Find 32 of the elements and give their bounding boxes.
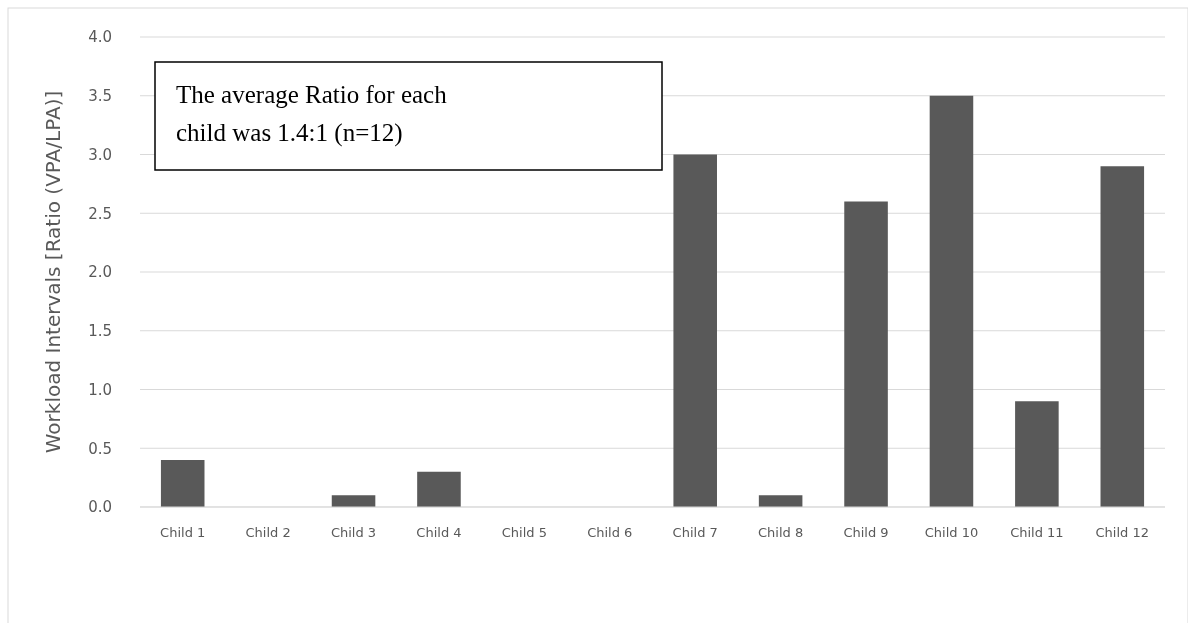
x-tick-label: Child 9	[843, 525, 889, 540]
y-tick-label: 3.5	[88, 87, 112, 105]
bar	[929, 95, 974, 507]
x-tick-label: Child 6	[587, 525, 633, 540]
x-tick-label: Child 11	[1010, 525, 1064, 540]
y-tick-label: 2.5	[88, 204, 112, 223]
bar	[758, 495, 803, 507]
bar	[417, 471, 461, 507]
y-tick-label: 1.0	[88, 380, 112, 399]
bar	[331, 495, 376, 507]
bar	[1100, 166, 1145, 507]
x-tick-label: Child 12	[1095, 525, 1150, 540]
bar	[1015, 401, 1059, 507]
bar	[844, 201, 888, 507]
annotation: The average Ratio for each child was 1.4:1 (n=12)	[176, 81, 448, 147]
y-tick-label: 3.0	[88, 145, 112, 164]
x-tick-label: Child 1	[160, 525, 206, 540]
bar	[673, 154, 717, 507]
y-tick-label: 2.0	[88, 263, 112, 282]
x-tick-label: Child 4	[416, 525, 462, 540]
x-tick-label: Child 5	[501, 525, 547, 540]
bar	[160, 460, 205, 507]
y-axis-title: Workload Intervals [Ratio (VPA/LPA)]	[41, 90, 65, 454]
y-tick-label: 1.5	[88, 322, 112, 340]
x-tick-label: Child 7	[672, 525, 718, 540]
x-tick-label: Child 2	[245, 525, 291, 540]
y-tick-label: 0.5	[88, 439, 112, 458]
x-tick-label: Child 3	[330, 525, 377, 540]
y-tick-label: 0.0	[88, 498, 112, 517]
x-tick-label: Child 10	[924, 525, 979, 540]
x-tick-label: Child 8	[758, 525, 804, 540]
y-tick-label: 4.0	[88, 28, 112, 47]
